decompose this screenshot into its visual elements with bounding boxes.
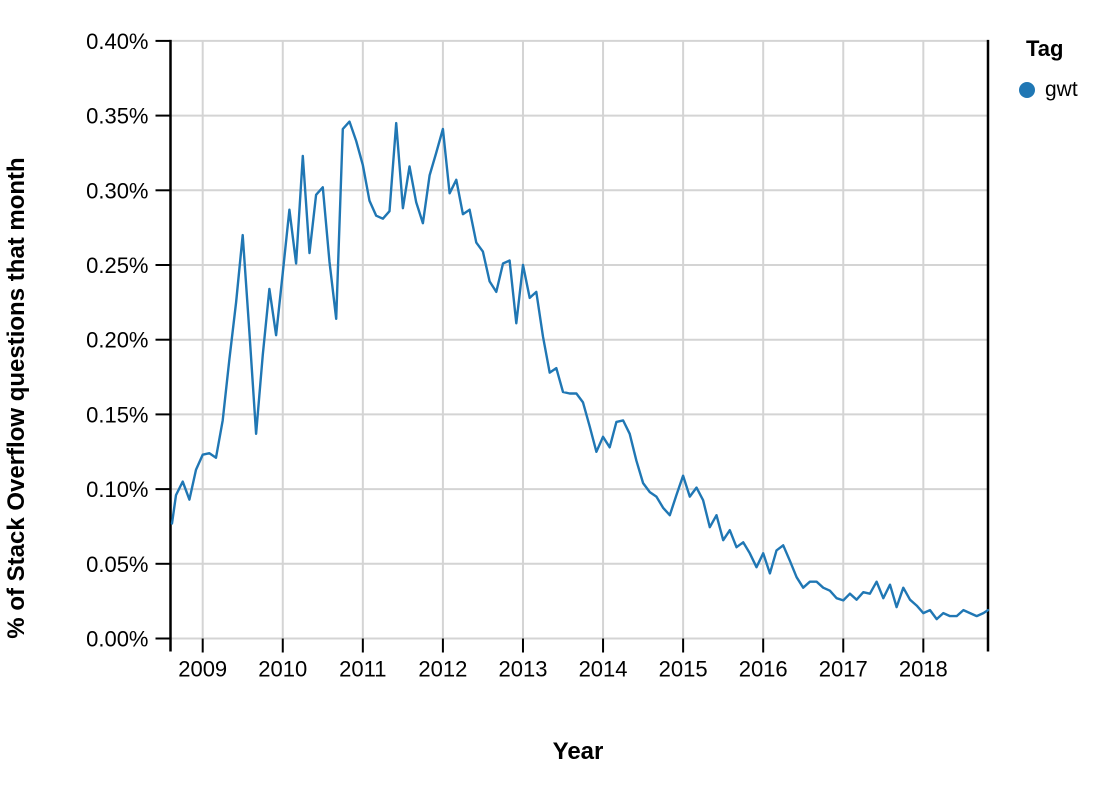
- x-tick-label: 2013: [499, 657, 548, 682]
- x-tick-label: 2016: [739, 657, 788, 682]
- series-line-gwt: [170, 120, 990, 621]
- legend: Tag gwt: [1019, 36, 1078, 102]
- y-tick-label: 0.15%: [86, 402, 148, 427]
- y-axis-title: % of Stack Overflow questions that month: [3, 157, 30, 638]
- y-tick-label: 0.05%: [86, 552, 148, 577]
- x-tick-label: 2014: [579, 657, 628, 682]
- y-tick-label: 0.25%: [86, 253, 148, 278]
- x-tick-label: 2009: [178, 657, 227, 682]
- x-tick-label: 2012: [418, 657, 467, 682]
- x-tick-label: 2018: [899, 657, 948, 682]
- y-tick-label: 0.35%: [86, 104, 148, 129]
- legend-item-label: gwt: [1045, 78, 1078, 101]
- y-tick-label: 0.00%: [86, 627, 148, 652]
- legend-item-gwt[interactable]: gwt: [1019, 78, 1078, 102]
- legend-swatch-gwt-icon: [1019, 82, 1035, 98]
- x-tick-label: 2015: [659, 657, 708, 682]
- x-tick-label: 2017: [819, 657, 868, 682]
- y-tick-label: 0.20%: [86, 328, 148, 353]
- y-tick-label: 0.40%: [86, 29, 148, 54]
- y-tick-label: 0.30%: [86, 178, 148, 203]
- x-tick-label: 2010: [258, 657, 307, 682]
- x-axis-title: Year: [553, 738, 604, 765]
- y-tick-label: 0.10%: [86, 477, 148, 502]
- legend-title: Tag: [1026, 36, 1064, 61]
- x-tick-label: 2011: [339, 657, 386, 682]
